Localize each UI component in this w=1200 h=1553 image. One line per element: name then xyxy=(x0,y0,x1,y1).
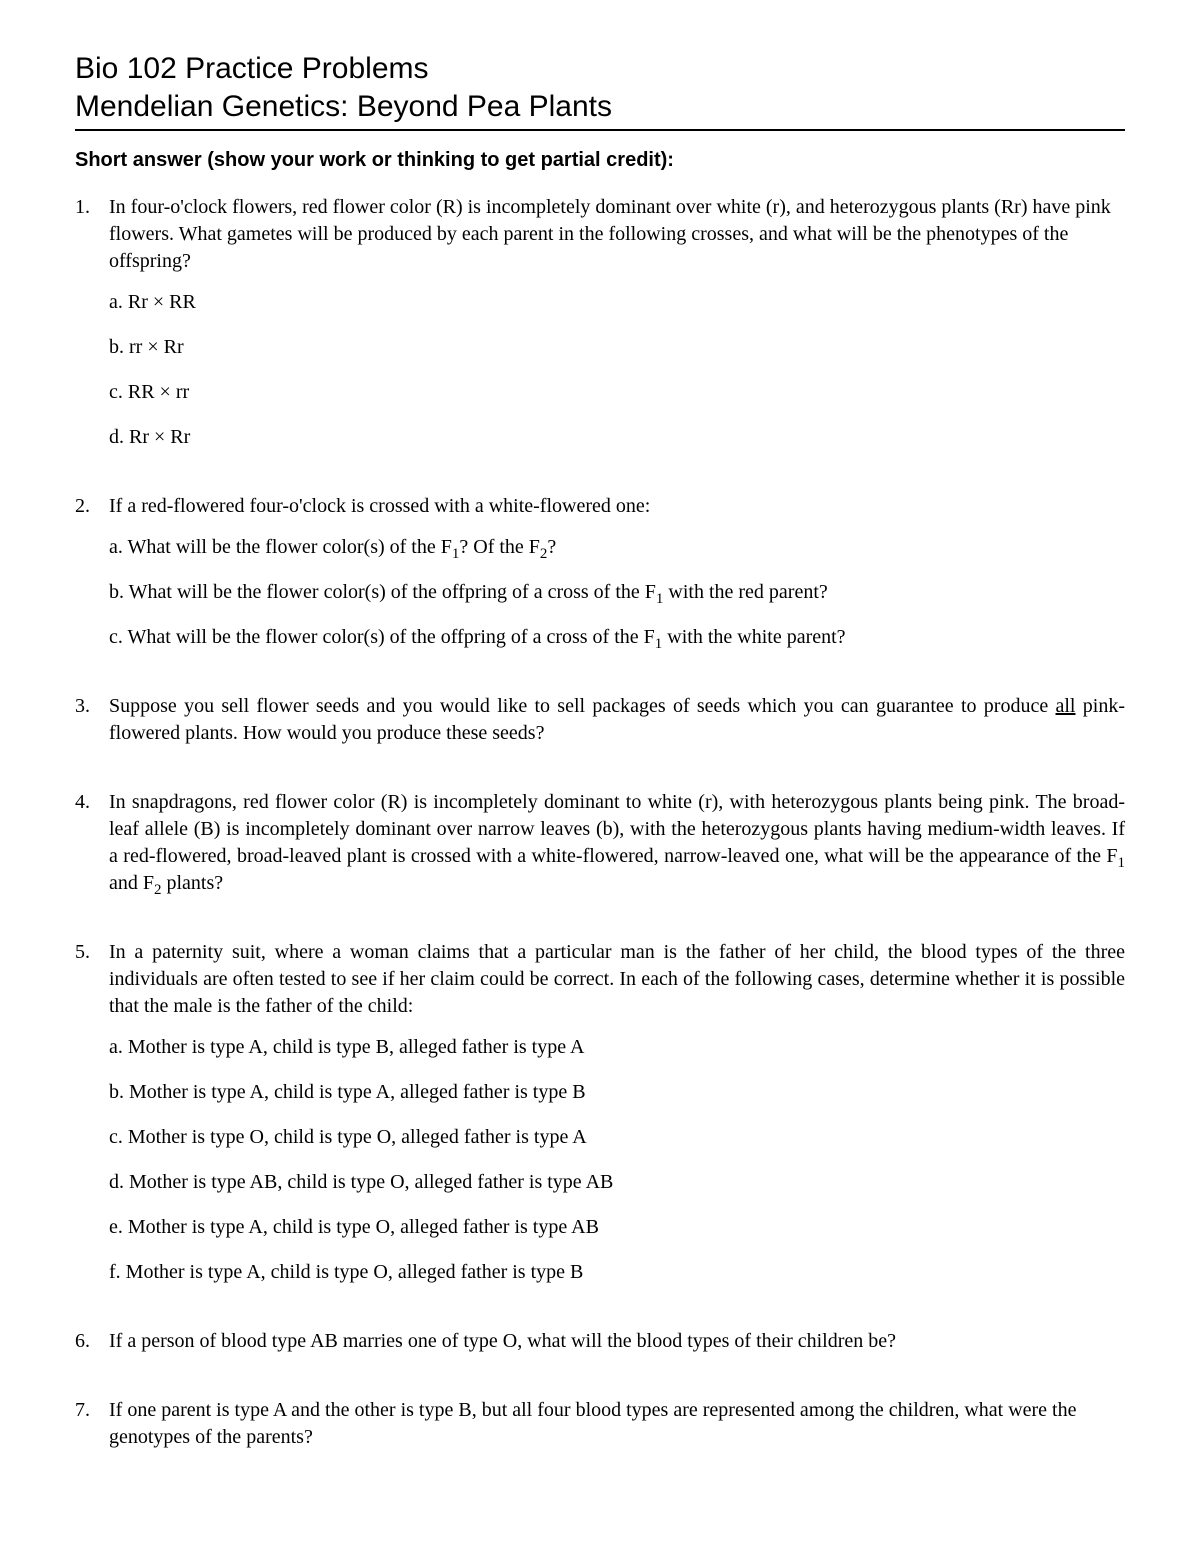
header-title-line1: Bio 102 Practice Problems xyxy=(75,50,1125,88)
document-header: Bio 102 Practice Problems Mendelian Gene… xyxy=(75,50,1125,131)
problem-item: If one parent is type A and the other is… xyxy=(75,1397,1125,1451)
problem-text: If a person of blood type AB marries one… xyxy=(109,1328,1125,1355)
problem-item: In snapdragons, red flower color (R) is … xyxy=(75,789,1125,897)
problem-text: In snapdragons, red flower color (R) is … xyxy=(109,789,1125,897)
problem-text: If one parent is type A and the other is… xyxy=(109,1397,1125,1451)
sub-item: b. What will be the flower color(s) of t… xyxy=(109,579,1125,606)
sub-item: b. Mother is type A, child is type A, al… xyxy=(109,1079,1125,1106)
sub-list: a. Mother is type A, child is type B, al… xyxy=(109,1034,1125,1286)
sub-item: a. What will be the flower color(s) of t… xyxy=(109,534,1125,561)
problem-text: In four-o'clock flowers, red flower colo… xyxy=(109,194,1125,275)
sub-list: a. Rr × RR b. rr × Rr c. RR × rr d. Rr × Rr xyxy=(109,289,1125,451)
problem-item: In four-o'clock flowers, red flower colo… xyxy=(75,194,1125,451)
sub-item: d. Mother is type AB, child is type O, a… xyxy=(109,1169,1125,1196)
sub-item: d. Rr × Rr xyxy=(109,424,1125,451)
problems-list: In four-o'clock flowers, red flower colo… xyxy=(75,194,1125,1451)
section-title: Short answer (show your work or thinking… xyxy=(75,149,1125,172)
problem-item: If a person of blood type AB marries one… xyxy=(75,1328,1125,1355)
problem-item: In a paternity suit, where a woman claim… xyxy=(75,939,1125,1286)
problem-item: If a red-flowered four-o'clock is crosse… xyxy=(75,493,1125,651)
sub-item: a. Rr × RR xyxy=(109,289,1125,316)
problem-text: In a paternity suit, where a woman claim… xyxy=(109,939,1125,1020)
header-title-line2: Mendelian Genetics: Beyond Pea Plants xyxy=(75,88,1125,126)
sub-item: c. Mother is type O, child is type O, al… xyxy=(109,1124,1125,1151)
problem-text: If a red-flowered four-o'clock is crosse… xyxy=(109,493,1125,520)
problem-item: Suppose you sell flower seeds and you wo… xyxy=(75,693,1125,747)
sub-item: f. Mother is type A, child is type O, al… xyxy=(109,1259,1125,1286)
sub-item: a. Mother is type A, child is type B, al… xyxy=(109,1034,1125,1061)
sub-item: b. rr × Rr xyxy=(109,334,1125,361)
sub-list: a. What will be the flower color(s) of t… xyxy=(109,534,1125,651)
problem-text: Suppose you sell flower seeds and you wo… xyxy=(109,693,1125,747)
sub-item: c. RR × rr xyxy=(109,379,1125,406)
sub-item: c. What will be the flower color(s) of t… xyxy=(109,624,1125,651)
sub-item: e. Mother is type A, child is type O, al… xyxy=(109,1214,1125,1241)
